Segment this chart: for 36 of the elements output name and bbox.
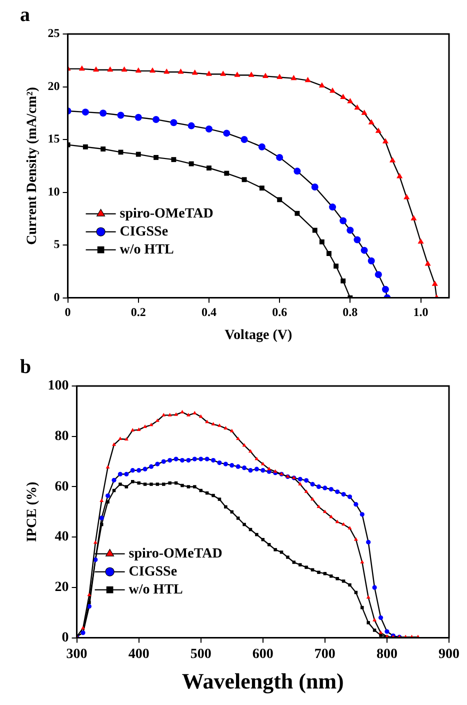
x-tick-label: 1.0 <box>413 305 428 320</box>
y-tick-label: 0 <box>62 630 69 646</box>
y-tick-label: 40 <box>54 530 69 545</box>
y-tick-label: 25 <box>48 26 60 40</box>
chart-title: a <box>20 4 30 26</box>
x-tick-label: 0.4 <box>201 305 216 320</box>
x-tick-label: 0.2 <box>130 305 146 320</box>
y-tick-label: 20 <box>54 580 69 596</box>
y-axis-title: IPCE (%) <box>25 481 40 542</box>
legend-label: CIGSSe <box>128 564 178 580</box>
legend-label: spiro-OMeTAD <box>120 206 214 222</box>
legend-label: w/o HTL <box>128 582 183 598</box>
legend-label: w/o HTL <box>120 242 174 258</box>
y-tick-label: 10 <box>48 184 60 198</box>
y-tick-label: 15 <box>48 132 60 146</box>
y-tick-label: 5 <box>54 237 60 252</box>
y-axis-title: Current Density (mA/cm²) <box>25 86 40 245</box>
chart-title: b <box>20 356 32 378</box>
x-axis-title: Wavelength (nm) <box>182 668 344 694</box>
y-tick-label: 20 <box>48 78 60 93</box>
y-tick-label: 60 <box>54 479 69 494</box>
x-tick-label: 900 <box>438 646 460 662</box>
x-tick-label: 400 <box>128 646 150 662</box>
x-tick-label: 500 <box>190 646 212 662</box>
legend-label: CIGSSe <box>120 224 168 240</box>
x-tick-label: 700 <box>314 646 336 662</box>
x-tick-label: 800 <box>376 646 398 662</box>
y-tick-label: 100 <box>48 378 69 394</box>
x-tick-label: 300 <box>66 646 88 662</box>
legend-label: spiro-OMeTAD <box>128 546 222 562</box>
x-tick-label: 0.6 <box>272 305 288 320</box>
y-tick-label: 0 <box>54 290 60 304</box>
x-tick-label: 0.8 <box>342 305 358 320</box>
x-tick-label: 600 <box>252 646 274 662</box>
y-tick-label: 80 <box>54 428 69 444</box>
x-axis-title: Voltage (V) <box>224 328 292 344</box>
